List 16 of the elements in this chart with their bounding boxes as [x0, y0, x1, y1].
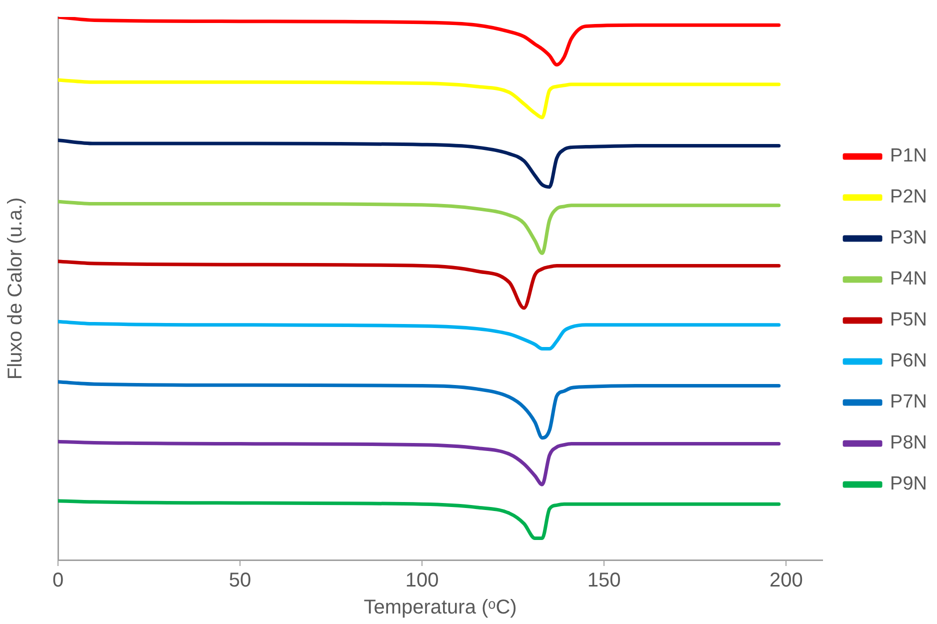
- legend-label: P8N: [890, 432, 928, 454]
- legend-label: P7N: [890, 392, 928, 413]
- legend-label: P5N: [890, 310, 928, 331]
- legend-label: P4N: [890, 268, 928, 290]
- x-tick-label: 200: [769, 570, 803, 592]
- legend-label: P1N: [890, 146, 928, 167]
- legend-label: P6N: [890, 350, 928, 372]
- y-axis-title: Fluxo de Calor (u.a.): [4, 197, 27, 380]
- legend-label: P3N: [890, 228, 928, 249]
- x-tick-label: 0: [52, 570, 64, 592]
- x-axis-title: Temperatura (ᵒC): [364, 596, 517, 619]
- x-tick-label: 50: [228, 570, 252, 592]
- x-tick-label: 100: [405, 570, 439, 592]
- legend-label: P2N: [890, 186, 928, 208]
- legend-label: P9N: [890, 474, 928, 495]
- x-tick-label: 150: [587, 570, 621, 592]
